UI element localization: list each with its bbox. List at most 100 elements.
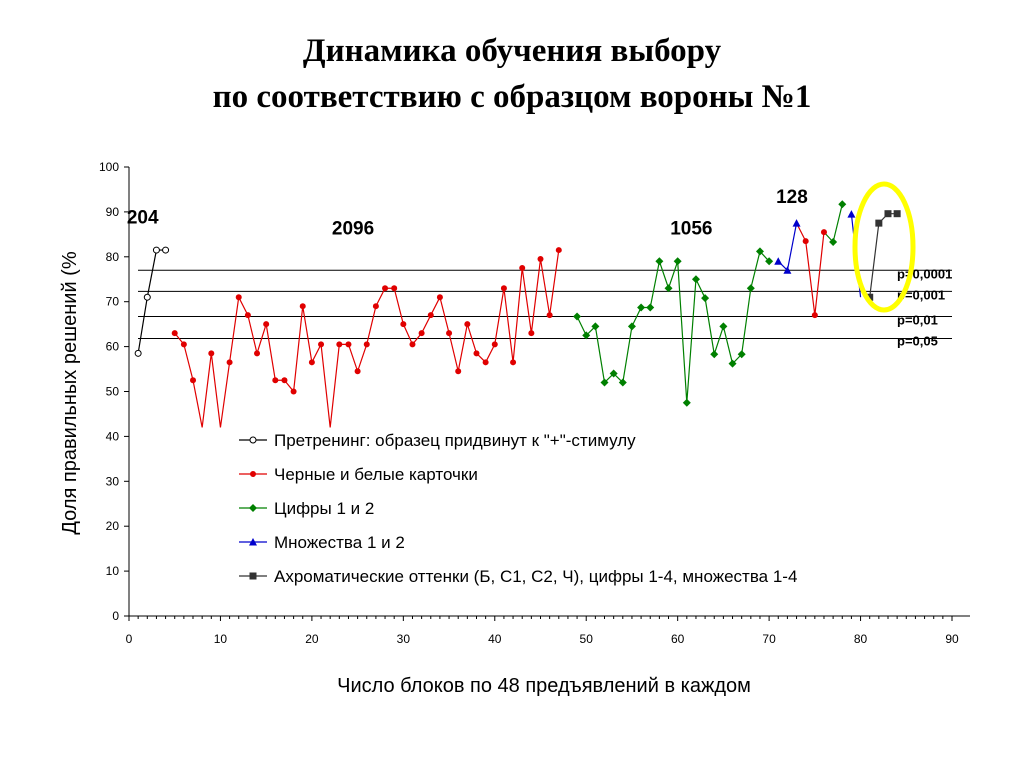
y-tick-label: 40 <box>106 429 120 443</box>
data-point <box>573 312 582 321</box>
legend: Претренинг: образец придвинут к "+"-стим… <box>239 431 797 586</box>
data-point <box>546 312 553 319</box>
data-point <box>308 359 315 366</box>
y-tick-label: 80 <box>106 250 120 264</box>
y-tick-label: 50 <box>106 385 120 399</box>
y-tick-label: 10 <box>106 564 120 578</box>
block-count-label: 1056 <box>670 219 712 240</box>
threshold-label: p=0,001 <box>897 287 945 302</box>
data-point <box>664 284 673 293</box>
data-point <box>473 350 480 357</box>
data-point <box>765 257 774 266</box>
data-point <box>591 322 600 331</box>
data-point <box>609 369 618 378</box>
series-line <box>576 250 770 403</box>
legend-entry: Ахроматические оттенки (Б, С1, С2, Ч), ц… <box>274 567 797 586</box>
data-point <box>655 257 664 266</box>
data-point <box>427 312 434 319</box>
data-point <box>755 247 764 256</box>
data-point <box>244 312 251 319</box>
x-tick-label: 60 <box>671 632 685 646</box>
data-point <box>829 237 838 246</box>
data-point <box>152 246 160 254</box>
data-point <box>792 219 801 227</box>
y-tick-label: 0 <box>112 609 119 623</box>
series-line <box>137 249 166 354</box>
x-tick-label: 70 <box>762 632 776 646</box>
x-tick-label: 30 <box>397 632 411 646</box>
axes: 0 10 20 30 40 50 60 70 80 90 100 0 10 20 30 40 50 60 70 80 9… <box>99 160 970 646</box>
data-point <box>866 293 874 301</box>
data-point <box>281 377 288 384</box>
legend-entry: Черные и белые карточки <box>274 465 478 484</box>
chart-title-line1: Динамика обучения выбору <box>302 33 722 69</box>
legend-marker <box>249 572 257 580</box>
data-point <box>436 294 443 301</box>
legend-entry: Цифры 1 и 2 <box>274 499 374 518</box>
data-point <box>783 266 792 274</box>
x-tick-label: 90 <box>945 632 959 646</box>
series-line <box>805 232 825 316</box>
data-point <box>847 210 856 218</box>
data-point <box>802 238 809 245</box>
y-tick-label: 90 <box>106 205 120 219</box>
threshold-label: p=0,05 <box>897 334 938 349</box>
x-tick-label: 0 <box>126 632 133 646</box>
data-point <box>510 359 517 366</box>
data-point <box>774 257 783 265</box>
x-tick-label: 20 <box>305 632 319 646</box>
data-point <box>884 210 892 218</box>
chart-title-line2: по соответствию с образцом вороны №1 <box>212 79 812 115</box>
data-point <box>372 303 379 310</box>
series-layer <box>137 204 898 428</box>
data-point <box>482 359 489 366</box>
threshold-label: p=0,01 <box>897 313 938 328</box>
data-point <box>637 303 646 312</box>
data-point <box>336 341 343 348</box>
data-point <box>409 341 416 348</box>
legend-marker <box>249 436 257 444</box>
y-tick-label: 60 <box>106 340 120 354</box>
y-tick-label: 100 <box>99 160 119 174</box>
data-point <box>162 246 170 254</box>
data-point <box>345 341 352 348</box>
block-count-label: 128 <box>776 187 808 208</box>
data-point <box>746 284 755 293</box>
data-point <box>519 265 526 272</box>
data-point <box>254 350 261 357</box>
y-axis-label: Доля правильных решений (% <box>59 251 81 534</box>
block-count-label: 204 <box>127 207 159 228</box>
data-point <box>418 330 425 337</box>
data-point <box>673 257 682 266</box>
data-point <box>134 349 142 357</box>
data-point <box>272 377 279 384</box>
data-point <box>838 200 847 209</box>
data-point <box>455 368 462 375</box>
data-point <box>701 294 710 303</box>
data-point <box>600 378 609 387</box>
data-point <box>728 359 737 368</box>
data-point <box>618 378 627 387</box>
y-tick-label: 20 <box>106 519 120 533</box>
data-point <box>737 350 746 359</box>
data-point <box>582 331 591 340</box>
y-tick-label: 70 <box>106 295 120 309</box>
data-point <box>143 293 151 301</box>
data-point <box>382 285 389 292</box>
data-point <box>391 285 398 292</box>
data-point <box>235 294 242 301</box>
data-point <box>500 285 507 292</box>
data-point <box>528 330 535 337</box>
data-point <box>180 341 187 348</box>
data-point <box>875 219 883 227</box>
data-point <box>555 247 562 254</box>
data-point <box>627 322 636 331</box>
data-point <box>820 229 827 236</box>
annotations: 204 2096 1056 128 <box>127 181 916 313</box>
legend-marker <box>249 504 257 512</box>
highlight-ellipse <box>852 181 916 313</box>
data-point <box>537 256 544 263</box>
data-point <box>290 388 297 395</box>
data-point <box>171 330 178 337</box>
data-point <box>811 312 818 319</box>
